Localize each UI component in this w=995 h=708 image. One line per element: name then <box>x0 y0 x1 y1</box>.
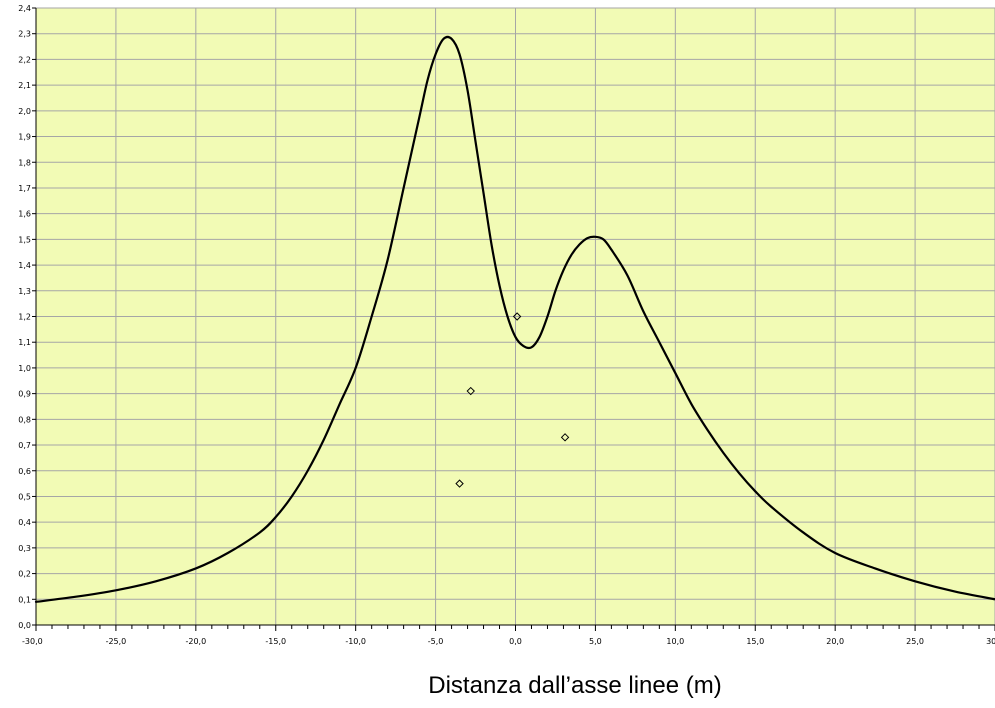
series-layer <box>34 35 995 603</box>
y-tick-label: 0,2 <box>18 570 31 579</box>
x-tick-label: 5,0 <box>589 637 602 646</box>
y-tick-label: 1,4 <box>18 261 31 270</box>
series-line <box>34 35 995 603</box>
x-tick-label: 20,0 <box>826 637 844 646</box>
y-tick-label: 2,0 <box>18 107 31 116</box>
x-tick-label: 30,0 <box>986 637 995 646</box>
y-tick-label: 2,4 <box>18 4 31 13</box>
grid-lines <box>35 7 995 626</box>
y-tick-label: 2,2 <box>18 55 31 64</box>
x-tick-label: -15,0 <box>265 637 286 646</box>
x-axis-title: Distanza dall’asse linee (m) <box>428 672 722 699</box>
y-tick-label: 0,9 <box>18 390 31 399</box>
x-tick-label: -10,0 <box>345 637 366 646</box>
y-tick-label: 0,7 <box>18 441 31 450</box>
y-tick-label: 1,9 <box>18 133 31 142</box>
x-tick-label: 10,0 <box>666 637 684 646</box>
x-tick-label: -25,0 <box>106 637 127 646</box>
x-tick-label: -5,0 <box>428 637 444 646</box>
tick-labels: -30,0 -25,0 -20,0 -15,0 -10,0 -5,0 0,0 5,0 10,0 1… <box>18 4 995 646</box>
y-tick-label: 0,6 <box>18 467 31 476</box>
x-tick-label: -30,0 <box>22 637 43 646</box>
y-tick-label: 0,8 <box>18 415 31 424</box>
y-tick-label: 1,7 <box>18 184 31 193</box>
y-tick-label: 1,8 <box>18 158 31 167</box>
x-tick-label: 0,0 <box>509 637 522 646</box>
y-tick-label: 0,1 <box>18 595 31 604</box>
scatter-point <box>466 386 475 396</box>
y-tick-label: 2,1 <box>18 81 31 90</box>
x-tick-label: 25,0 <box>906 637 924 646</box>
y-tick-label: 0,5 <box>18 492 31 501</box>
y-tick-label: 1,6 <box>18 210 31 219</box>
y-tick-label: 1,3 <box>18 287 31 296</box>
y-tick-label: 1,5 <box>18 235 31 244</box>
scatter-point <box>560 433 570 442</box>
y-tick-label: 1,2 <box>18 313 31 322</box>
y-tick-label: 0,4 <box>18 518 31 527</box>
x-tick-label: 15,0 <box>746 637 764 646</box>
scatter-point <box>512 312 522 321</box>
y-tick-label: 0,0 <box>18 621 31 630</box>
y-tick-label: 1,0 <box>18 364 31 373</box>
scatter-point <box>455 479 464 488</box>
y-tick-label: 0,3 <box>18 544 31 553</box>
y-tick-label: 2,3 <box>18 30 31 39</box>
y-tick-label: 1,1 <box>18 338 31 347</box>
x-tick-label: -20,0 <box>185 637 206 646</box>
axes <box>32 7 995 631</box>
